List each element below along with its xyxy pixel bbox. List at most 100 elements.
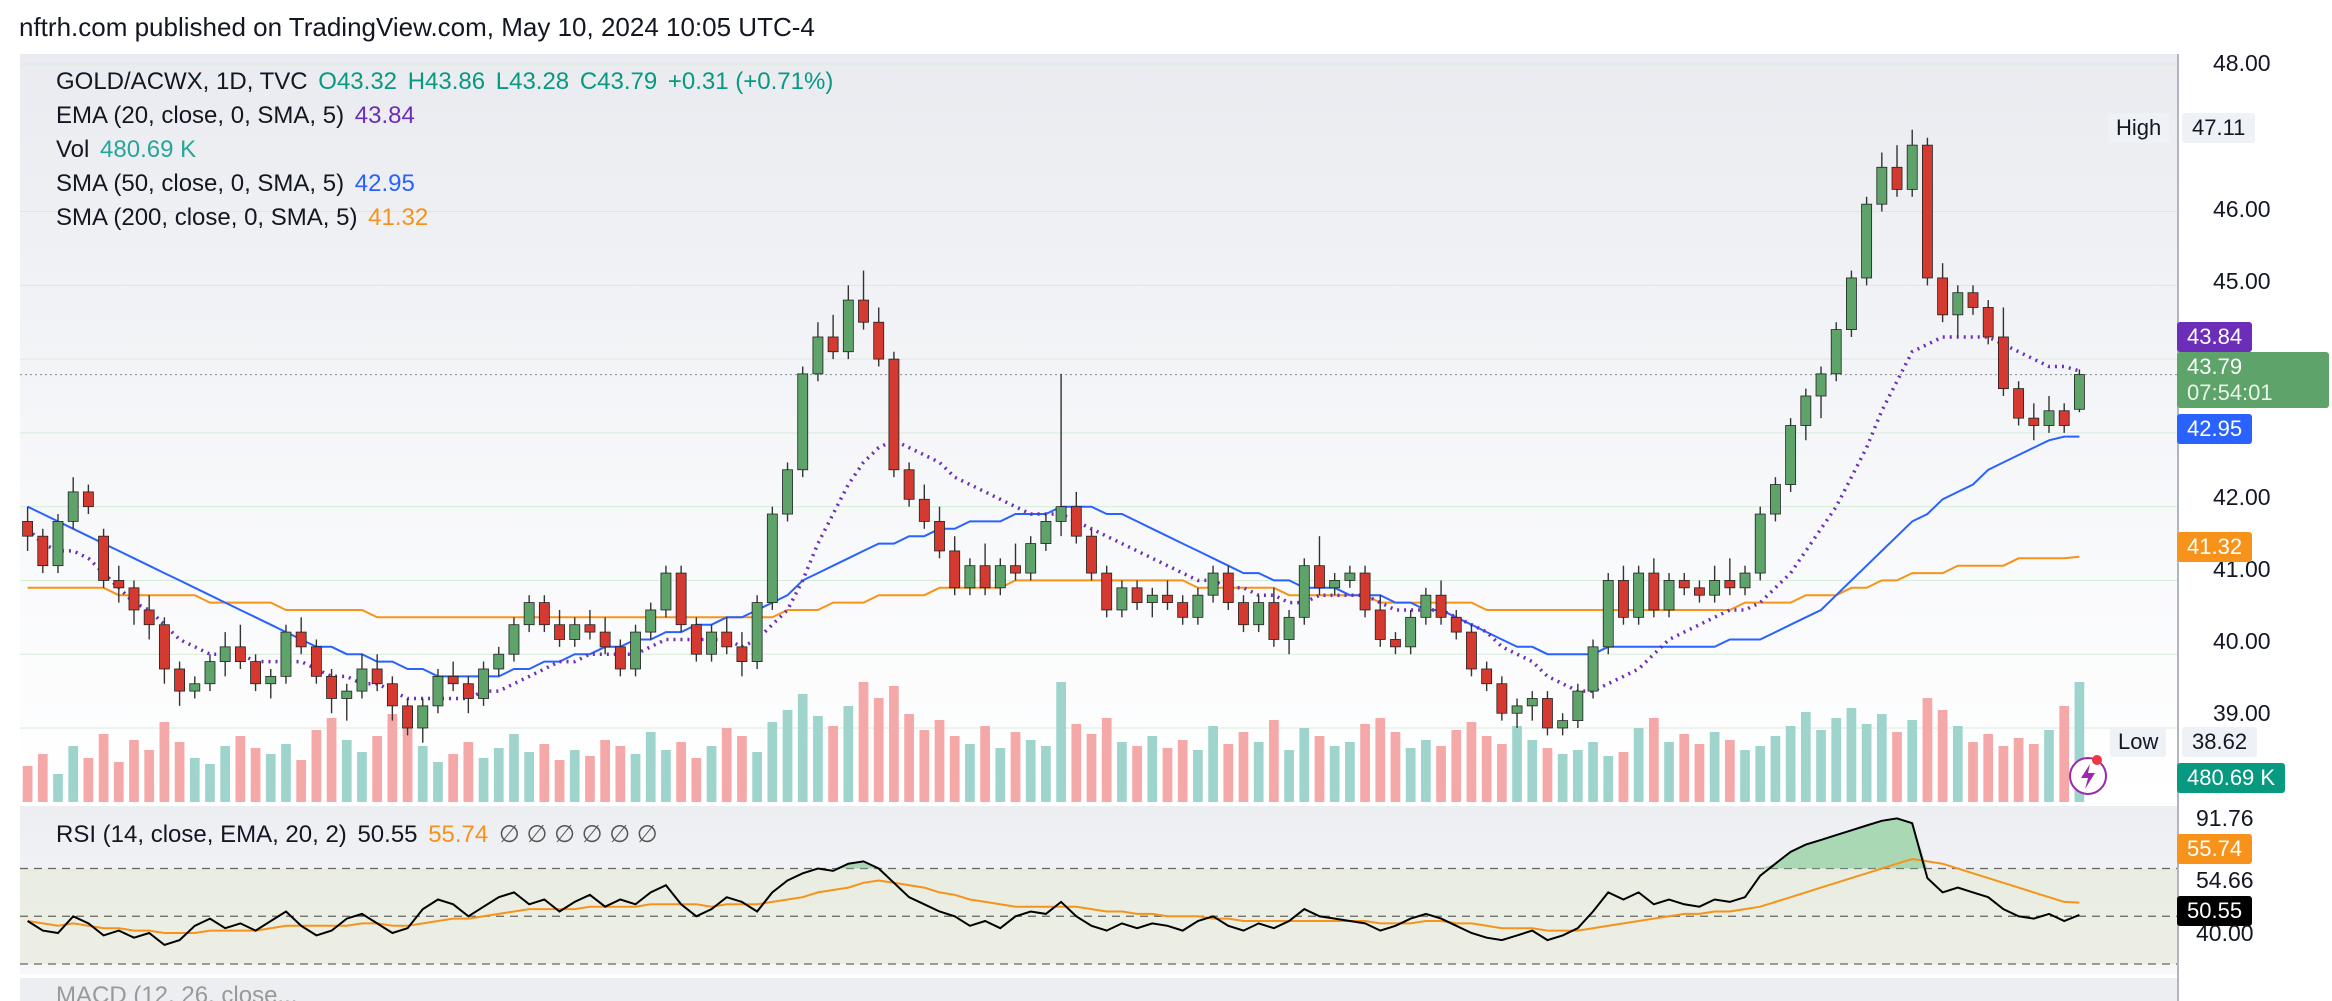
candle-body — [356, 668, 368, 692]
macd-panel[interactable]: MACD (12, 26, close... — [20, 978, 2177, 1001]
bar-countdown: 07:54:01 — [2187, 380, 2273, 405]
volume-bar — [889, 686, 899, 802]
candle-body — [1830, 329, 1842, 375]
volume-bar — [372, 736, 383, 802]
volume-bar — [205, 764, 215, 802]
volume-bar — [144, 750, 155, 802]
sma50-value: 42.95 — [354, 170, 415, 197]
sma200-legend[interactable]: SMA (200, close, 0, SMA, 5) 41.32 — [56, 204, 432, 232]
volume-bar — [858, 682, 869, 802]
volume-bar — [797, 694, 808, 802]
volume-tag: 480.69 K — [2177, 763, 2286, 793]
candle-body — [721, 631, 733, 648]
candle-body — [584, 624, 596, 633]
volume-bar — [1421, 740, 1431, 802]
open-value: O43.32 — [318, 68, 398, 95]
volume-bar — [1299, 728, 1310, 802]
sma50-legend[interactable]: SMA (50, close, 0, SMA, 5) 42.95 — [56, 170, 419, 198]
volume-bar — [965, 744, 975, 802]
volume-bar — [752, 752, 762, 802]
candle-body — [1390, 639, 1401, 648]
ema-value: 43.84 — [354, 102, 415, 129]
vol-legend[interactable]: Vol 480.69 K — [56, 136, 200, 164]
volume-bar — [493, 748, 504, 802]
candle-body — [22, 521, 34, 537]
candle-body — [751, 602, 763, 662]
candle-body — [1937, 277, 1949, 316]
candle-body — [523, 602, 535, 626]
volume-bar — [1329, 746, 1340, 802]
volume-bar — [919, 730, 930, 802]
volume-bar — [1071, 724, 1082, 802]
candle-body — [979, 565, 991, 589]
volume-bar — [2074, 682, 2085, 802]
candle-body — [1633, 572, 1645, 618]
high-label: High — [2108, 113, 2170, 143]
volume-bar — [1223, 744, 1234, 802]
volume-bar — [1588, 742, 1598, 802]
rsi-panel[interactable]: RSI (14, close, EMA, 20, 2) 50.55 55.74 … — [20, 806, 2177, 974]
rsi-legend[interactable]: RSI (14, close, EMA, 20, 2) 50.55 55.74 … — [56, 820, 662, 849]
candle-body — [1268, 602, 1280, 640]
volume-bar — [1709, 732, 1720, 802]
volume-bar — [1056, 682, 1066, 802]
volume-bar — [721, 728, 732, 802]
candle-body — [402, 705, 413, 729]
candle-body — [994, 565, 1006, 589]
sma200-price-tag: 41.32 — [2177, 532, 2253, 562]
volume-bar — [1724, 740, 1735, 802]
candle-body — [1618, 580, 1629, 618]
volume-bar — [569, 750, 580, 802]
volume-bar — [113, 762, 124, 802]
price-panel[interactable]: GOLD/ACWX, 1D, TVC O43.32 H43.86 L43.28 … — [20, 54, 2177, 802]
candle-body — [1846, 277, 1857, 330]
volume-bar — [600, 740, 611, 802]
volume-bar — [1314, 736, 1325, 802]
ema-legend[interactable]: EMA (20, close, 0, SMA, 5) 43.84 — [56, 102, 419, 130]
candle-body — [812, 336, 824, 375]
volume-bar — [980, 726, 990, 802]
volume-bar — [1496, 744, 1507, 802]
volume-bar — [585, 756, 595, 802]
volume-bar — [1162, 748, 1173, 802]
volume-bar — [1527, 740, 1538, 802]
alert-bolt-icon[interactable] — [2069, 757, 2107, 795]
volume-bar — [326, 718, 337, 802]
volume-bar — [1481, 736, 1492, 802]
candle-body — [2028, 417, 2040, 426]
volume-bar — [1572, 750, 1583, 802]
price-chart-svg[interactable] — [20, 54, 2177, 802]
volume-bar — [1846, 708, 1857, 802]
candle-body — [1770, 484, 1781, 515]
candle-body — [949, 550, 961, 589]
volume-bar — [1238, 732, 1249, 802]
volume-bar — [98, 734, 109, 802]
candle-body — [1238, 602, 1249, 626]
volume-bar — [341, 740, 352, 802]
volume-bar — [1193, 750, 1203, 802]
close-price: 43.79 — [2187, 354, 2243, 379]
candle-body — [1754, 513, 1766, 574]
volume-bar — [1512, 726, 1522, 802]
volume-bar — [1983, 734, 1994, 802]
candle-body — [1435, 594, 1447, 618]
rsi-chart-svg[interactable] — [20, 806, 2177, 974]
candle-body — [1298, 565, 1310, 618]
volume-bar — [1648, 718, 1659, 802]
candle-body — [1420, 594, 1432, 618]
price-tick-48: 48.00 — [2213, 50, 2271, 76]
candle-body — [1101, 572, 1113, 611]
volume-bar — [828, 726, 838, 802]
volume-bar — [1025, 740, 1036, 802]
volume-bar — [934, 720, 945, 802]
volume-bar — [2059, 706, 2070, 802]
volume-bar — [782, 710, 793, 802]
candle-body — [538, 602, 550, 626]
volume-bar — [1177, 740, 1188, 802]
candle-body — [37, 535, 49, 567]
candle-body — [1648, 572, 1660, 611]
candle-body — [1496, 683, 1508, 714]
volume-bar — [1937, 710, 1948, 802]
publish-info: nftrh.com published on TradingView.com, … — [19, 12, 815, 42]
volume-bar — [661, 750, 671, 802]
